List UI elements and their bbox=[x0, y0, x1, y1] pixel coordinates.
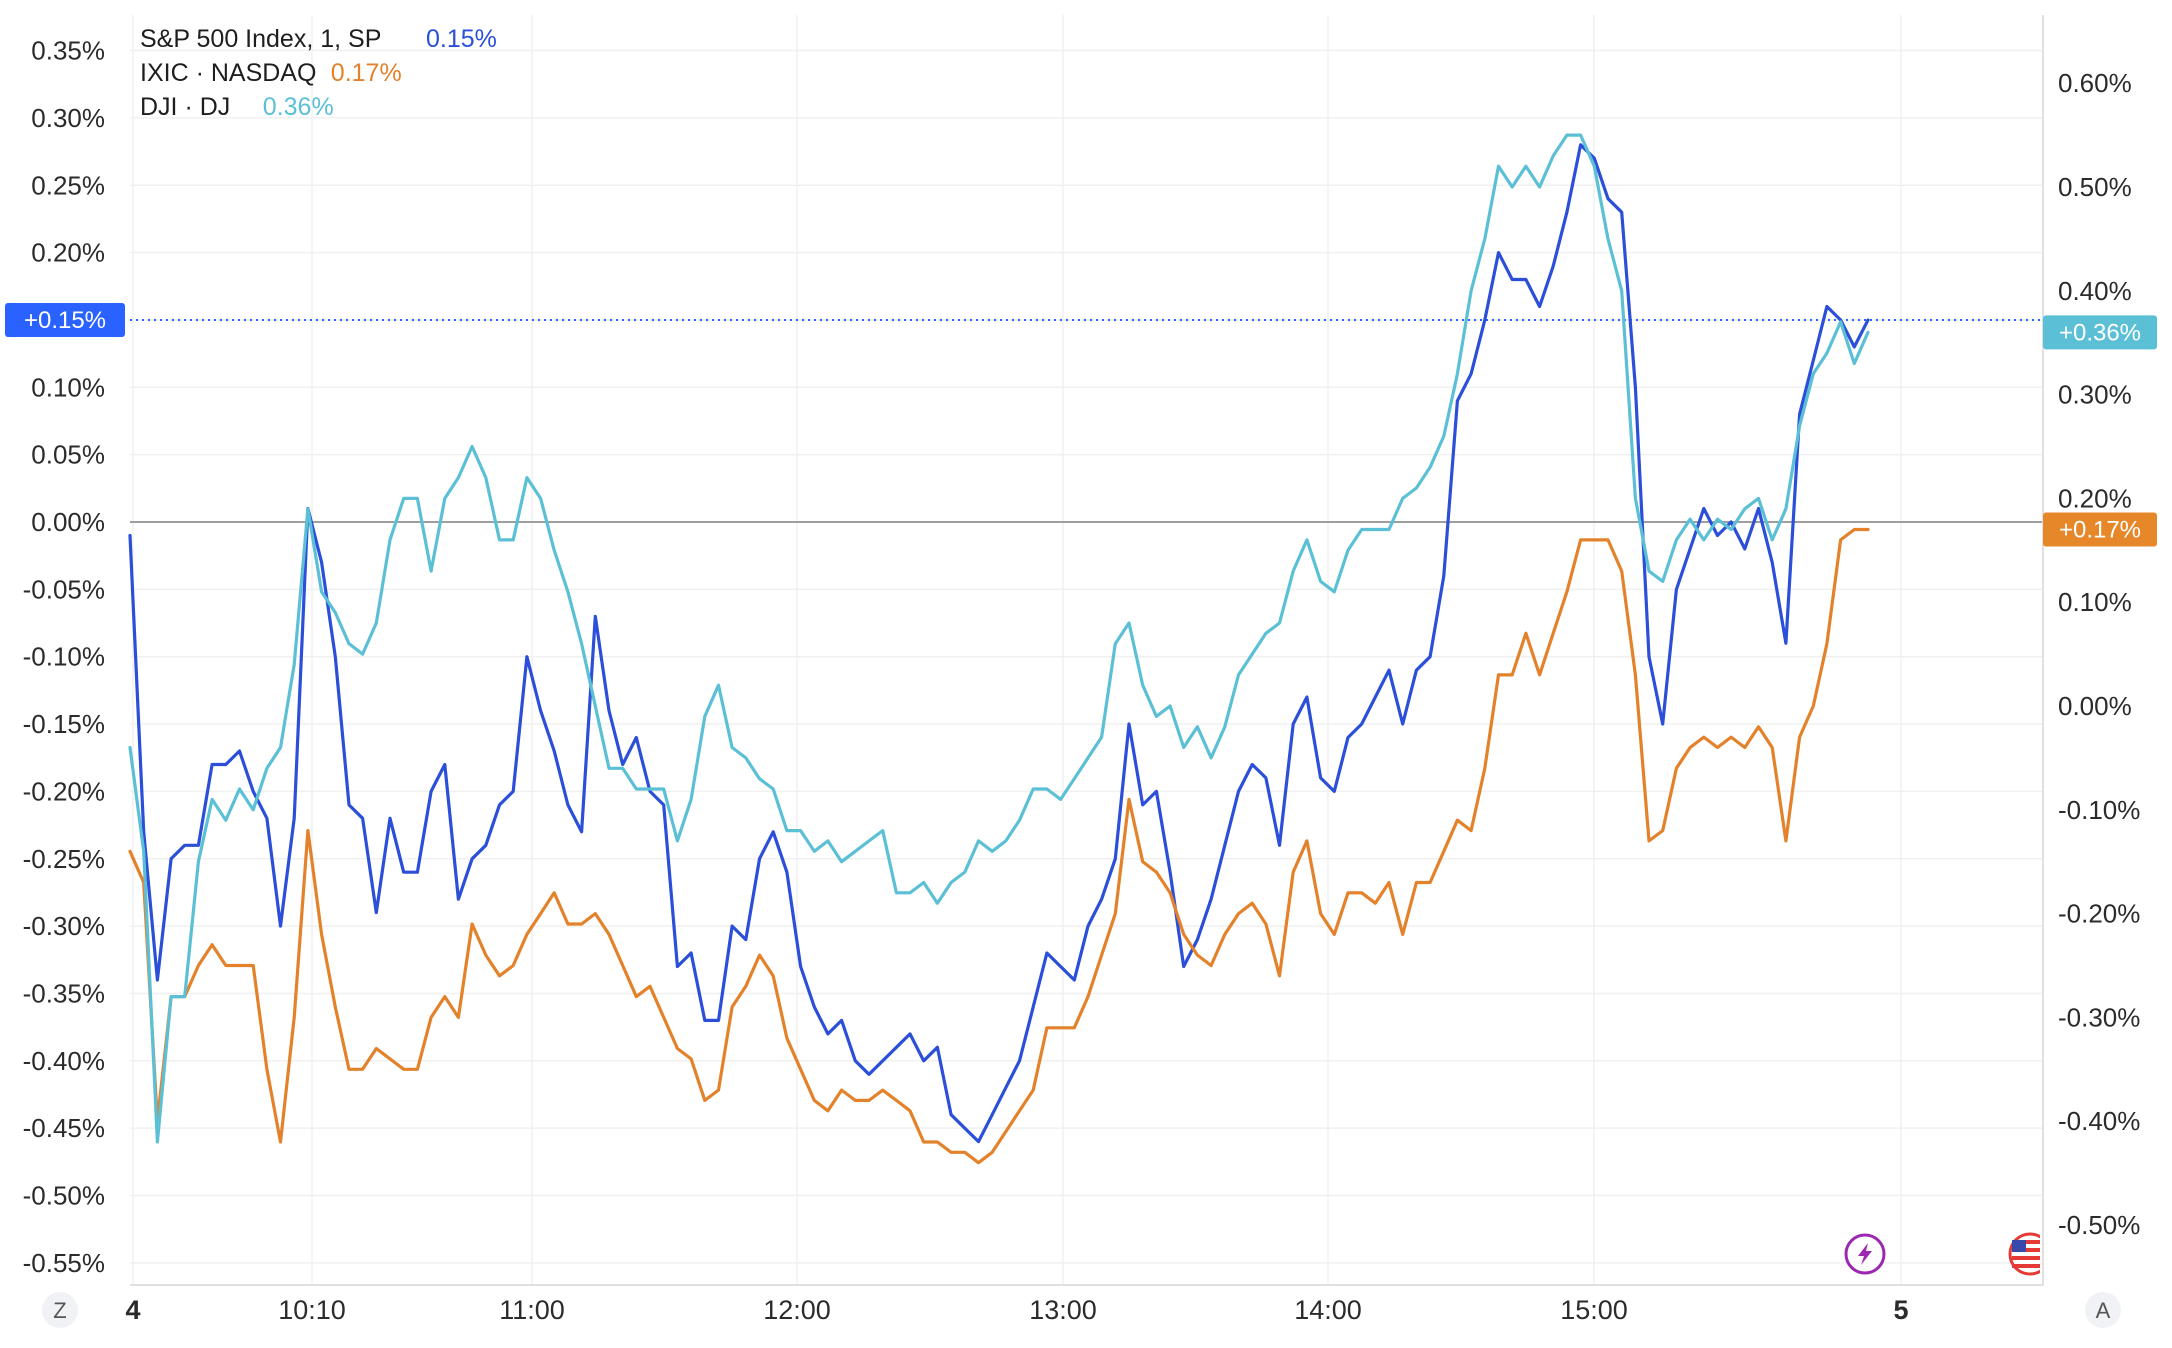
left-tick-label: 0.30% bbox=[31, 103, 105, 133]
right-price-badge-ixic-bg bbox=[2043, 512, 2157, 547]
timezone-button[interactable]: Z bbox=[42, 1292, 78, 1328]
right-tick-label: 0.10% bbox=[2058, 587, 2132, 617]
right-tick-label: -0.30% bbox=[2058, 1002, 2140, 1032]
right-tick-label: 0.00% bbox=[2058, 691, 2132, 721]
right-tick-label: -0.40% bbox=[2058, 1106, 2140, 1136]
right-price-badge-ixic: +0.17% bbox=[2043, 512, 2157, 547]
right-tick-label: 0.30% bbox=[2058, 380, 2132, 410]
right-price-badge-ixic-text: +0.17% bbox=[2059, 517, 2141, 544]
right-price-badge-dji: +0.36% bbox=[2043, 315, 2157, 350]
right-tick-label: -0.50% bbox=[2058, 1210, 2140, 1240]
us-flag-icon[interactable] bbox=[2008, 1232, 2050, 1276]
legend-series-value: 0.36% bbox=[263, 93, 334, 121]
legend-series-name: S&P 500 Index, 1, SP bbox=[140, 25, 381, 53]
x-tick-label: 12:00 bbox=[763, 1295, 831, 1325]
left-tick-label: -0.20% bbox=[23, 776, 105, 806]
left-price-badge: +0.15% bbox=[5, 302, 125, 337]
legend-series-name: DJI · DJ bbox=[140, 93, 230, 121]
right-price-badge-dji-text: +0.36% bbox=[2059, 319, 2141, 346]
x-tick-label: 10:10 bbox=[278, 1295, 346, 1325]
right-tick-label: 0.60% bbox=[2058, 68, 2132, 98]
legend-entry[interactable]: DJI · DJ 0.36% bbox=[140, 93, 334, 121]
left-tick-label: -0.30% bbox=[23, 911, 105, 941]
right-tick-label: 0.20% bbox=[2058, 483, 2132, 513]
x-tick-label: 11:00 bbox=[499, 1295, 565, 1325]
left-tick-label: -0.45% bbox=[23, 1113, 105, 1143]
x-tick-label: 4 bbox=[125, 1295, 140, 1325]
left-tick-label: -0.50% bbox=[23, 1181, 105, 1211]
left-tick-label: 0.05% bbox=[31, 440, 105, 470]
legend: S&P 500 Index, 1, SP 0.15% IXIC · NASDAQ 0.… bbox=[140, 25, 497, 121]
left-price-badge-text: +0.15% bbox=[24, 307, 106, 334]
left-tick-label: 0.10% bbox=[31, 372, 105, 402]
left-tick-label: 0.20% bbox=[31, 238, 105, 268]
series-line-2 bbox=[128, 133, 1870, 1144]
auto-scale-button[interactable]: A bbox=[2085, 1292, 2121, 1328]
left-tick-label: -0.10% bbox=[23, 642, 105, 672]
left-tick-label: -0.05% bbox=[23, 574, 105, 604]
legend-series-value: 0.15% bbox=[426, 25, 497, 53]
left-tick-label: -0.35% bbox=[23, 978, 105, 1008]
left-price-badge-bg bbox=[5, 302, 125, 337]
left-tick-label: -0.55% bbox=[23, 1248, 105, 1278]
left-tick-label: -0.25% bbox=[23, 844, 105, 874]
x-tick-label: 14:00 bbox=[1294, 1295, 1362, 1325]
auto-scale-button-label: A bbox=[2096, 1298, 2111, 1323]
series-lines bbox=[128, 133, 1870, 1165]
axes: 0.35% 0.30% 0.25% 0.20% 0.15% 0.10% 0.05% 0.00%… bbox=[23, 15, 2140, 1325]
legend-entry[interactable]: S&P 500 Index, 1, SP 0.15% bbox=[140, 25, 497, 53]
lightning-icon[interactable] bbox=[1844, 1233, 1886, 1275]
left-tick-label: -0.15% bbox=[23, 709, 105, 739]
right-tick-label: -0.20% bbox=[2058, 899, 2140, 929]
x-tick-label: 5 bbox=[1893, 1295, 1908, 1325]
left-tick-label: -0.40% bbox=[23, 1046, 105, 1076]
right-tick-label: -0.10% bbox=[2058, 795, 2140, 825]
price-badges: +0.15% +0.36% +0.17% bbox=[5, 302, 2157, 547]
right-tick-label: 0.50% bbox=[2058, 172, 2132, 202]
x-tick-label: 13:00 bbox=[1029, 1295, 1097, 1325]
grid bbox=[130, 15, 2043, 1285]
legend-entry[interactable]: IXIC · NASDAQ 0.17% bbox=[140, 59, 402, 87]
series-line-1 bbox=[128, 527, 1870, 1165]
right-price-badge-dji-bg bbox=[2043, 315, 2157, 350]
timezone-button-label: Z bbox=[53, 1298, 66, 1323]
legend-series-value: 0.17% bbox=[331, 59, 402, 87]
left-tick-label: 0.35% bbox=[31, 36, 105, 66]
x-tick-label: 15:00 bbox=[1560, 1295, 1628, 1325]
series-line-0 bbox=[128, 143, 1870, 1144]
right-tick-label: 0.40% bbox=[2058, 276, 2132, 306]
legend-series-name: IXIC · NASDAQ bbox=[140, 59, 316, 87]
left-tick-label: 0.00% bbox=[31, 507, 105, 537]
left-tick-label: 0.25% bbox=[31, 170, 105, 200]
